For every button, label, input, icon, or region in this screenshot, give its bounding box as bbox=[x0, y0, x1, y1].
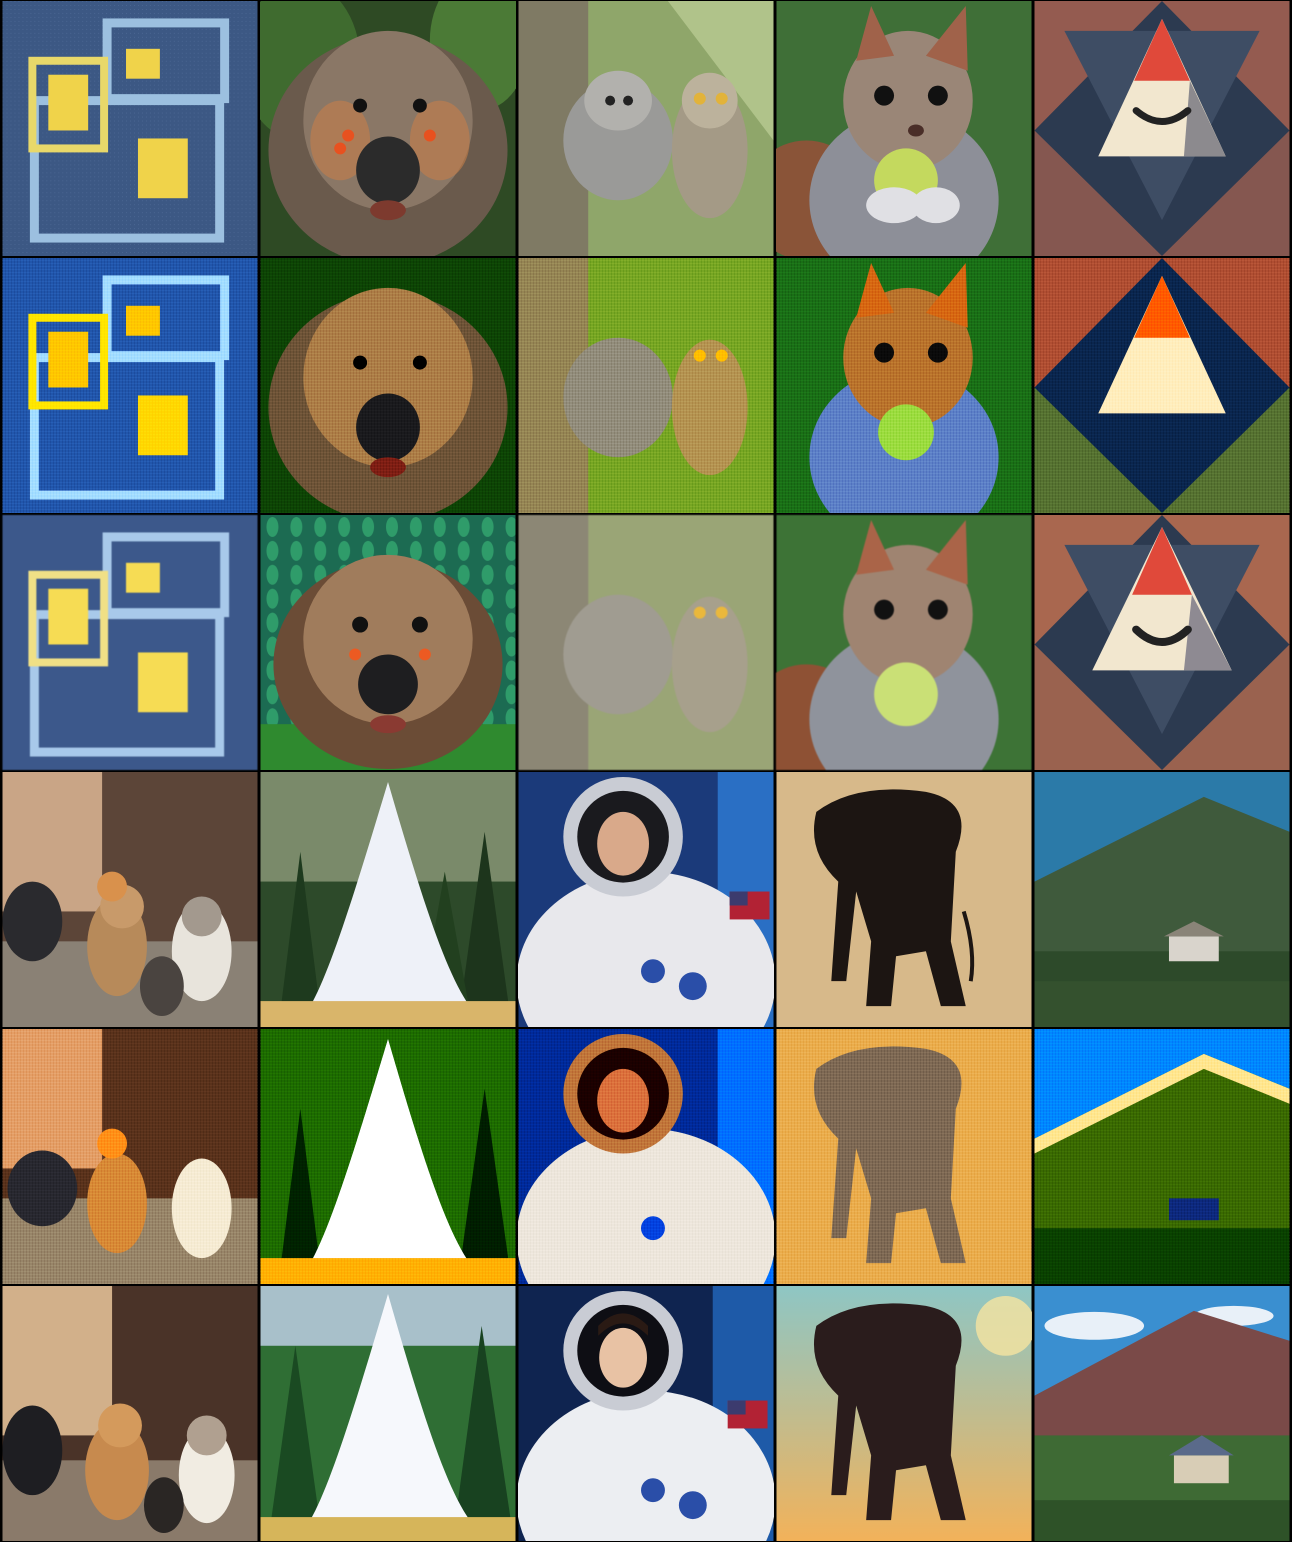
wombat-image bbox=[260, 1, 516, 256]
tile-wombat-source bbox=[259, 0, 517, 257]
tile-owls-stylized bbox=[517, 514, 775, 771]
triangle-face-image bbox=[1034, 258, 1290, 513]
boxes-image bbox=[2, 1, 258, 256]
mountain-image bbox=[1034, 1029, 1290, 1284]
tile-geyser-source bbox=[259, 771, 517, 1028]
owls-image bbox=[518, 515, 774, 770]
geyser-image bbox=[260, 772, 516, 1027]
tile-geyser-degraded bbox=[259, 1028, 517, 1285]
tile-cats-source bbox=[1, 771, 259, 1028]
squirrel-image bbox=[776, 515, 1032, 770]
tile-cats-degraded bbox=[1, 1028, 259, 1285]
wombat-image bbox=[260, 515, 516, 770]
triangle-face-image bbox=[1034, 1, 1290, 256]
elephant-image bbox=[776, 1029, 1032, 1284]
cats-image bbox=[2, 772, 258, 1027]
tile-triangle-stylized bbox=[1033, 514, 1291, 771]
tile-cats-stylized bbox=[1, 1285, 259, 1542]
tile-squirrel-source bbox=[775, 0, 1033, 257]
owls-image bbox=[518, 258, 774, 513]
tile-wombat-degraded bbox=[259, 257, 517, 514]
tile-boxes-degraded bbox=[1, 257, 259, 514]
boxes-image bbox=[2, 515, 258, 770]
astronaut-image bbox=[518, 1286, 774, 1541]
mountain-image bbox=[1034, 772, 1290, 1027]
tile-owls-degraded bbox=[517, 257, 775, 514]
squirrel-image bbox=[776, 258, 1032, 513]
tile-boxes-source bbox=[1, 0, 259, 257]
mountain-image bbox=[1034, 1286, 1290, 1541]
triangle-face-image bbox=[1034, 515, 1290, 770]
tile-squirrel-stylized bbox=[775, 514, 1033, 771]
tile-mountain-degraded bbox=[1033, 1028, 1291, 1285]
tile-owls-source bbox=[517, 0, 775, 257]
astronaut-image bbox=[518, 1029, 774, 1284]
astronaut-image bbox=[518, 772, 774, 1027]
elephant-image bbox=[776, 1286, 1032, 1541]
tile-geyser-stylized bbox=[259, 1285, 517, 1542]
tile-triangle-source bbox=[1033, 0, 1291, 257]
tile-triangle-degraded bbox=[1033, 257, 1291, 514]
tile-astronaut-degraded bbox=[517, 1028, 775, 1285]
cats-image bbox=[2, 1286, 258, 1541]
tile-elephant-source bbox=[775, 771, 1033, 1028]
squirrel-image bbox=[776, 1, 1032, 256]
tile-astronaut-stylized bbox=[517, 1285, 775, 1542]
wombat-image bbox=[260, 258, 516, 513]
owls-image bbox=[518, 1, 774, 256]
geyser-image bbox=[260, 1029, 516, 1284]
tile-elephant-degraded bbox=[775, 1028, 1033, 1285]
tile-wombat-stylized bbox=[259, 514, 517, 771]
cats-image bbox=[2, 1029, 258, 1284]
tile-boxes-stylized bbox=[1, 514, 259, 771]
tile-astronaut-source bbox=[517, 771, 775, 1028]
boxes-image bbox=[2, 258, 258, 513]
tile-mountain-source bbox=[1033, 771, 1291, 1028]
tile-elephant-stylized bbox=[775, 1285, 1033, 1542]
geyser-image bbox=[260, 1286, 516, 1541]
tile-squirrel-degraded bbox=[775, 257, 1033, 514]
elephant-image bbox=[776, 772, 1032, 1027]
tile-mountain-stylized bbox=[1033, 1285, 1291, 1542]
